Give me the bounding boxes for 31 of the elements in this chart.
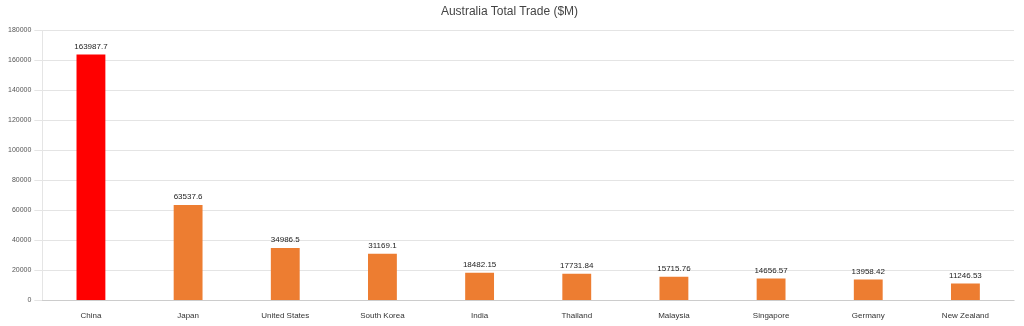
data-label: 18482.15 [462, 259, 497, 269]
bar [853, 279, 883, 300]
bar [465, 272, 495, 300]
x-tick-label: China [80, 311, 102, 321]
data-label: 163987.7 [74, 41, 109, 51]
x-tick-label: Thailand [561, 311, 593, 321]
bar [173, 205, 203, 300]
data-label: 13958.42 [851, 266, 886, 276]
x-tick-label: Japan [177, 311, 199, 321]
x-tick-label: Malaysia [658, 311, 691, 321]
x-tick-label: South Korea [360, 311, 406, 321]
data-label: 17731.84 [560, 261, 594, 271]
data-label: 63537.6 [173, 192, 204, 202]
chart-title: Australia Total Trade ($M) [440, 3, 579, 18]
data-label: 31169.1 [368, 240, 398, 250]
x-tick-label: Germany [851, 311, 885, 321]
bar [756, 278, 786, 300]
data-label: 34986.5 [270, 235, 301, 245]
x-tick-label: New Zealand [941, 311, 989, 321]
bar [659, 276, 689, 300]
data-label: 14656.57 [754, 265, 789, 275]
data-label: 11246.53 [949, 270, 983, 280]
x-tick-label: Singapore [752, 311, 790, 321]
bar [368, 253, 397, 300]
bar [76, 54, 106, 300]
bar [270, 247, 300, 300]
bar [562, 273, 592, 300]
bar [950, 283, 980, 300]
x-tick-label: United States [261, 311, 310, 321]
data-label: 15715.76 [657, 264, 692, 274]
x-tick-label: India [470, 311, 489, 321]
